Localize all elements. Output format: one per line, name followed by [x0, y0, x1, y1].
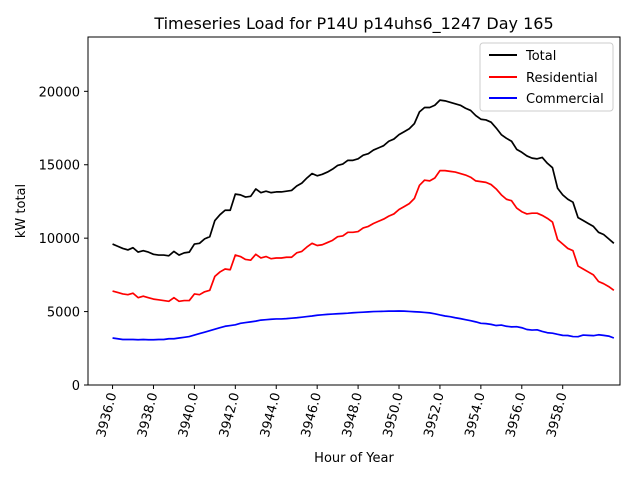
- legend-label-commercial: Commercial: [526, 92, 604, 107]
- y-axis-label: kW total: [14, 184, 29, 238]
- x-tick-label: 3958.0: [544, 391, 570, 439]
- x-tick-label: 3942.0: [217, 391, 243, 439]
- y-tick-label: 10000: [39, 232, 80, 247]
- legend-label-total: Total: [525, 49, 556, 64]
- x-tick-label: 3954.0: [462, 391, 488, 439]
- y-axis: 0 5000 10000 15000 20000: [39, 85, 88, 394]
- x-tick-label: 3936.0: [94, 391, 120, 439]
- y-tick-label: 5000: [47, 306, 80, 321]
- legend-label-residential: Residential: [526, 71, 598, 86]
- x-tick-label: 3938.0: [135, 391, 161, 439]
- x-tick-label: 3956.0: [503, 391, 529, 439]
- series-line-commercial: [112, 310, 615, 341]
- series-line-total: [112, 99, 615, 257]
- x-tick-label: 3946.0: [299, 391, 325, 439]
- x-tick-label: 3952.0: [422, 391, 448, 439]
- series-line-residential: [112, 169, 615, 303]
- legend: Total Residential Commercial: [479, 42, 614, 112]
- plot-frame: [87, 36, 621, 386]
- y-tick-label: 20000: [39, 85, 80, 100]
- x-axis-label: Hour of Year: [314, 451, 394, 466]
- x-tick-label: 3940.0: [176, 391, 202, 439]
- y-tick-label: 0: [72, 379, 80, 394]
- plot-lines: [112, 99, 615, 341]
- legend-box: [479, 42, 614, 112]
- x-tick-label: 3948.0: [340, 391, 366, 439]
- y-tick-label: 15000: [39, 159, 80, 174]
- x-tick-label: 3950.0: [381, 391, 407, 439]
- x-axis: 3936.0 3938.0 3940.0 3942.0 3944.0 3946.0 3948…: [94, 385, 571, 439]
- x-tick-label: 3944.0: [258, 391, 284, 439]
- chart-title: Timeseries Load for P14U p14uhs6_1247 Da…: [153, 14, 553, 34]
